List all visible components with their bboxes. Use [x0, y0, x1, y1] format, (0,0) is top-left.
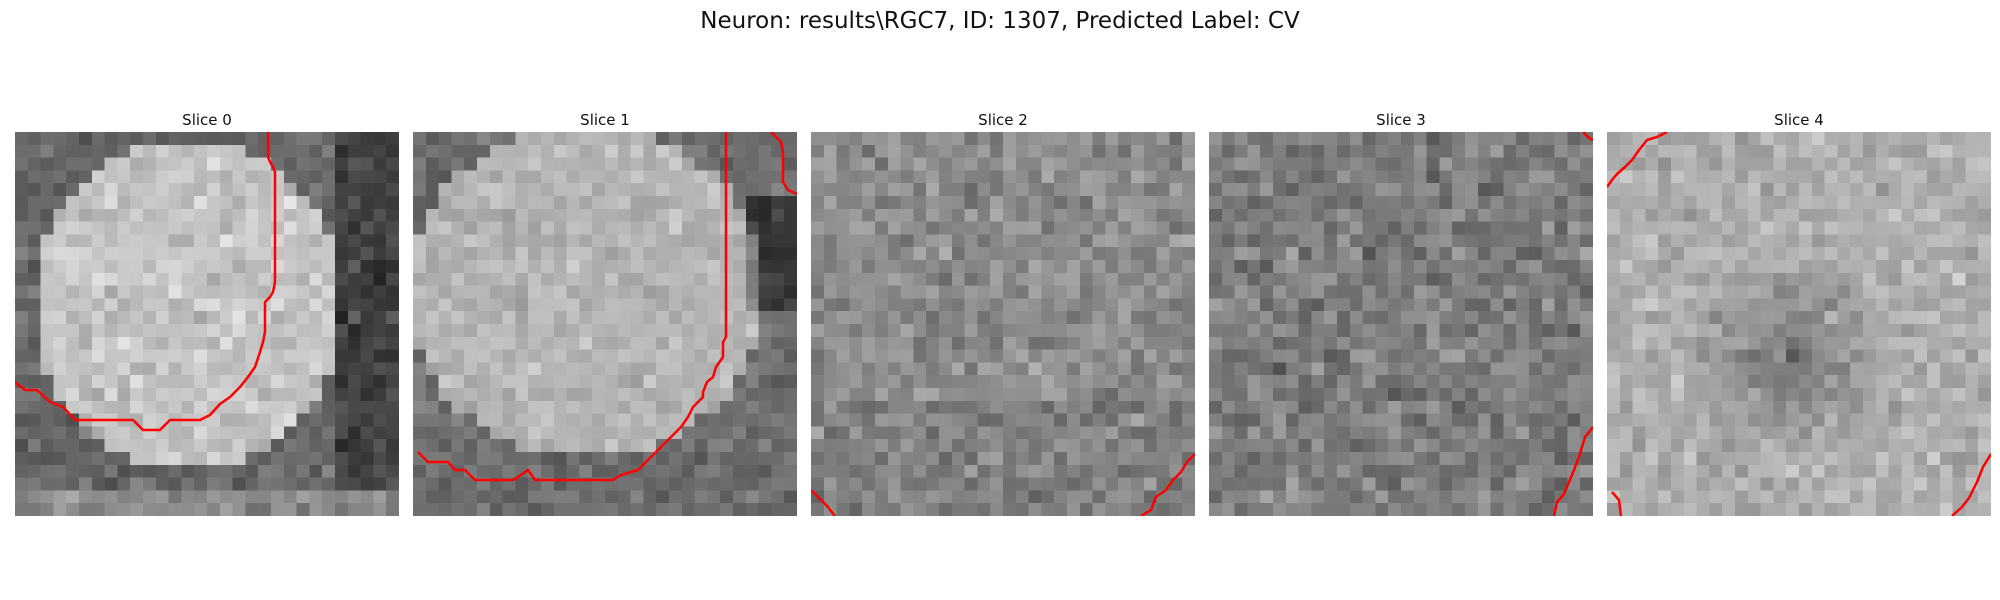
slice-image-4 — [1607, 132, 1991, 516]
slice-title: Slice 3 — [1376, 111, 1426, 129]
red-contour-line — [417, 132, 728, 482]
grayscale-image — [1209, 132, 1593, 516]
grayscale-image — [1607, 132, 1991, 516]
contour-overlay — [417, 132, 797, 482]
slice-image-2 — [811, 132, 1195, 516]
slice-title: Slice 0 — [182, 111, 232, 129]
slice-title: Slice 1 — [580, 111, 630, 129]
slice-image-1 — [413, 132, 797, 516]
contour-overlay — [15, 132, 277, 432]
red-contour-line — [811, 489, 836, 516]
slice-image-0 — [15, 132, 399, 516]
slice-panel-3: Slice 3 — [1209, 108, 1593, 516]
grayscale-image — [811, 132, 1195, 516]
red-contour-line — [770, 132, 797, 196]
red-contour-line — [1582, 132, 1593, 142]
slice-panel-4: Slice 4 — [1607, 108, 1991, 516]
red-contour-line — [15, 132, 277, 432]
red-contour-line — [1607, 132, 1668, 188]
red-contour-line — [1951, 453, 1991, 516]
slice-panel-0: Slice 0 — [15, 108, 399, 516]
contour-overlay — [1607, 132, 1991, 516]
slice-title: Slice 2 — [978, 111, 1028, 129]
grayscale-image — [413, 132, 797, 516]
slice-panel-1: Slice 1 — [413, 108, 797, 516]
slice-image-3 — [1209, 132, 1593, 516]
red-contour-line — [1552, 426, 1593, 516]
figure-title: Neuron: results\RGC7, ID: 1307, Predicte… — [700, 8, 1300, 34]
contour-overlay — [811, 453, 1195, 516]
red-contour-line — [1140, 453, 1195, 516]
slice-panel-2: Slice 2 — [811, 108, 1195, 516]
contour-overlay — [1552, 132, 1593, 516]
slice-title: Slice 4 — [1774, 111, 1824, 129]
red-contour-line — [1611, 491, 1623, 516]
grayscale-image — [15, 132, 399, 516]
